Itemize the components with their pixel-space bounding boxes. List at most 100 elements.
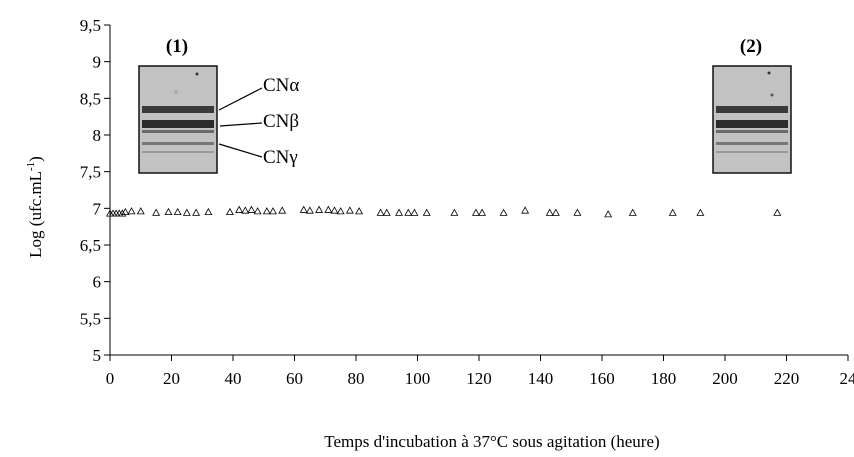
- gel-2-band-beta: [716, 120, 788, 128]
- data-point: [247, 205, 256, 213]
- gel-1-speck: [174, 90, 178, 94]
- x-axis-label: Temps d'incubation à 37°C sous agitation…: [324, 432, 659, 451]
- arrow-alpha: [218, 87, 263, 111]
- y-tick-label: 5,5: [80, 309, 101, 328]
- data-point: [235, 205, 244, 213]
- gel-inset-2: (2): [712, 36, 792, 174]
- data-point: [355, 207, 364, 215]
- x-tick-label: 0: [106, 369, 115, 388]
- y-tick-label: 7,5: [80, 163, 101, 182]
- y-axis-label-close: ): [26, 156, 45, 162]
- x-tick-label: 200: [712, 369, 738, 388]
- gel-2-band-alpha: [716, 106, 788, 113]
- y-tick-label: 7: [93, 199, 102, 218]
- data-point: [324, 205, 333, 213]
- y-axis-label: Log (ufc.mL-1): [25, 156, 45, 258]
- arrow-gamma: [218, 143, 263, 158]
- data-point: [376, 208, 385, 216]
- gel-1-image: [138, 65, 218, 174]
- data-point: [450, 208, 459, 216]
- data-point: [136, 207, 145, 215]
- data-point: [173, 207, 182, 216]
- x-tick-label: 160: [589, 369, 615, 388]
- data-point: [204, 207, 213, 216]
- data-point: [253, 207, 262, 215]
- y-tick-label: 8: [93, 126, 102, 145]
- y-axis-label-main: Log (ufc.mL: [26, 171, 45, 258]
- y-tick-label: 9: [93, 53, 102, 72]
- y-tick-label: 8,5: [80, 89, 101, 108]
- data-point: [573, 208, 582, 216]
- data-point: [118, 209, 127, 217]
- data-point: [422, 208, 431, 216]
- gel-2-image: [712, 65, 792, 174]
- tick-labels: 5 5,5 6 6,5 7 7,5 8 8,5 9 9,5 0 20 40 60 80 100 120 140 16…: [80, 16, 854, 388]
- x-tick-label: 60: [286, 369, 303, 388]
- data-point: [305, 206, 314, 214]
- x-tick-label: 120: [466, 369, 492, 388]
- data-point: [604, 210, 613, 218]
- tick-marks: [104, 24, 849, 361]
- data-point: [192, 208, 201, 216]
- y-axis-label-sup: -1: [25, 162, 37, 171]
- gel-1-band-beta-lower: [142, 130, 214, 133]
- data-point: [382, 208, 391, 216]
- x-tick-label: 180: [651, 369, 677, 388]
- gel-2-label: (2): [740, 36, 762, 57]
- data-point: [404, 208, 413, 216]
- x-tick-label: 40: [225, 369, 242, 388]
- data-point: [330, 206, 339, 214]
- gel-2-band-gamma: [716, 142, 788, 145]
- band-label-beta: CNβ: [263, 111, 299, 132]
- gel-1-band-gamma: [142, 142, 214, 145]
- arrow-beta: [219, 122, 263, 127]
- data-point: [521, 206, 530, 214]
- x-tick-label: 80: [348, 369, 365, 388]
- data-point: [628, 208, 637, 216]
- gel-inset-1: (1) CNα CNβ CNγ: [138, 36, 299, 174]
- gel-1-band-faint: [142, 151, 214, 153]
- data-point: [545, 208, 554, 216]
- data-point: [121, 207, 130, 216]
- data-point: [315, 205, 324, 213]
- data-point: [345, 206, 354, 214]
- data-point: [551, 208, 560, 216]
- data-point: [499, 208, 508, 216]
- x-tick-label: 140: [528, 369, 554, 388]
- y-tick-label: 6: [93, 273, 102, 292]
- data-point: [164, 207, 173, 216]
- gel-1-band-alpha: [142, 106, 214, 113]
- gel-2-speck: [770, 93, 774, 97]
- x-tick-label: 220: [774, 369, 800, 388]
- data-point: [182, 208, 191, 216]
- data-point: [478, 208, 487, 216]
- x-tick-label: 24: [840, 369, 854, 388]
- gel-2-speck: [767, 71, 771, 75]
- data-point: [127, 207, 136, 215]
- data-point: [225, 207, 234, 216]
- data-point: [668, 208, 677, 216]
- data-point: [299, 205, 308, 213]
- band-label-alpha: CNα: [263, 75, 299, 96]
- data-points: [106, 205, 782, 218]
- y-tick-label: 6,5: [80, 236, 101, 255]
- data-point: [152, 208, 161, 216]
- x-tick-label: 100: [405, 369, 431, 388]
- data-point: [395, 208, 404, 216]
- gel-1-label: (1): [166, 36, 188, 57]
- data-point: [241, 206, 250, 214]
- data-point: [471, 208, 480, 216]
- x-tick-label: 20: [163, 369, 180, 388]
- gel-1-band-beta: [142, 120, 214, 128]
- data-point: [262, 207, 271, 215]
- data-point: [773, 208, 782, 216]
- band-label-gamma: CNγ: [263, 147, 298, 168]
- gel-2-band-beta-lower: [716, 130, 788, 133]
- data-point: [268, 207, 277, 215]
- gel-2-band-faint: [716, 151, 788, 153]
- data-point: [696, 208, 705, 216]
- gel-1-speck: [195, 72, 199, 76]
- data-point: [410, 208, 419, 216]
- data-point: [278, 206, 287, 214]
